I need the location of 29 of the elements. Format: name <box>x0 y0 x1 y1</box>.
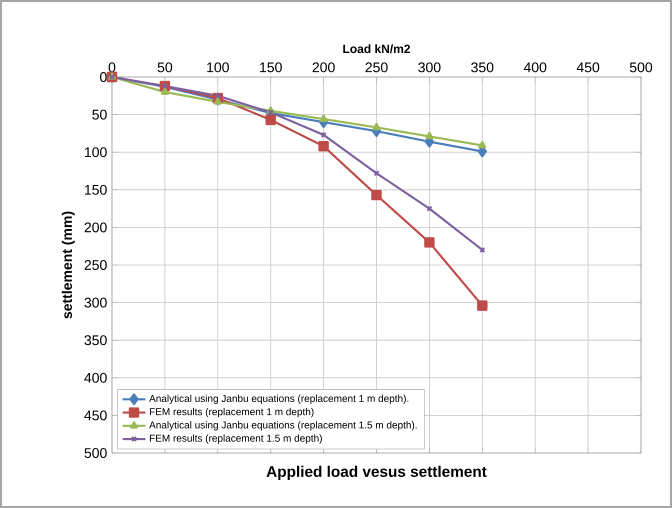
x-tick-label: 100 <box>207 62 229 72</box>
y-tick-label: 50 <box>92 110 107 120</box>
x-tick-label: 0 <box>108 62 116 72</box>
y-tick-label: 250 <box>84 260 107 270</box>
y-axis-title: settlement (mm) <box>62 212 75 319</box>
x-axis-title: Load kN/m2 <box>343 44 410 54</box>
y-tick-label: 100 <box>85 147 107 158</box>
legend-label: Analytical using Janbu equations (replacement 1.5 m depth). <box>149 421 417 430</box>
y-tick-label: 500 <box>84 448 107 458</box>
x-tick-label: 250 <box>366 62 388 72</box>
y-tick-label: 0 <box>100 72 107 82</box>
y-tick-label: 450 <box>84 410 107 420</box>
x-tick-label: 200 <box>312 62 335 72</box>
legend-label: FEM results (replacement 1.5 m depth) <box>150 434 322 444</box>
y-tick-label: 400 <box>84 372 107 383</box>
legend-label: Analytical using Janbu equations (replacement 1 m depth). <box>149 394 408 404</box>
x-tick-label: 150 <box>260 62 282 72</box>
x-tick-label: 50 <box>158 62 172 72</box>
text: Applied load vesus settlement <box>266 466 487 480</box>
y-tick-label: 150 <box>85 184 107 195</box>
x-tick-label: 350 <box>471 62 494 72</box>
x-tick-label: 300 <box>418 62 441 72</box>
y-tick-label: 200 <box>84 222 107 232</box>
x-tick-label: 500 <box>630 62 652 72</box>
y-tick-label: 350 <box>84 335 107 346</box>
y-tick-label: 300 <box>84 298 107 308</box>
x-tick-label: 400 <box>524 62 546 72</box>
x-tick-label: 450 <box>576 62 600 72</box>
legend-label: FEM results (replacement 1 m depth) <box>150 408 314 418</box>
